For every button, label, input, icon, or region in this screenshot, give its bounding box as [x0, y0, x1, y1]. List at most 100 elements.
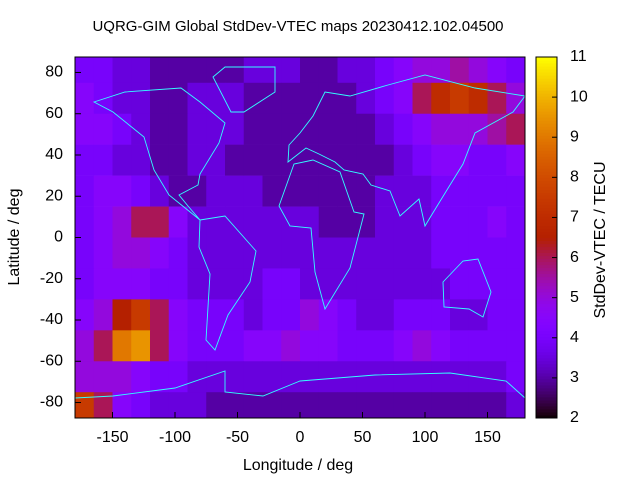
colorbar-step: [536, 174, 557, 178]
heat-cell: [393, 268, 413, 300]
heat-cell: [431, 144, 451, 176]
heat-cell: [375, 361, 395, 393]
heat-cell: [150, 144, 170, 176]
heat-cell: [75, 82, 95, 115]
heat-cell: [225, 392, 245, 419]
heat-cell: [112, 392, 132, 419]
heat-cell: [262, 392, 282, 419]
heat-cell: [487, 82, 507, 115]
heat-cell: [506, 82, 526, 115]
heat-cell: [318, 299, 338, 331]
heat-cell: [487, 268, 507, 300]
colorbar-step: [536, 78, 557, 82]
heat-cell: [131, 268, 151, 300]
heat-cell: [375, 175, 395, 207]
heat-cell: [206, 113, 226, 145]
heat-cell: [168, 144, 188, 176]
heat-cell: [243, 82, 263, 115]
heat-cell: [262, 206, 282, 238]
colorbar-step: [536, 123, 557, 127]
colorbar-step: [536, 117, 557, 121]
colorbar-step: [536, 369, 557, 374]
heat-cell: [187, 175, 207, 207]
heat-cell: [112, 237, 132, 269]
colorbar-tick-label: 7: [570, 209, 579, 226]
colorbar-step: [536, 315, 557, 320]
y-axis-label: Latitude / deg: [6, 189, 23, 286]
heat-cell: [506, 392, 526, 419]
heat-cell: [262, 237, 282, 269]
colorbar-step: [536, 84, 557, 88]
colorbar-step: [536, 222, 557, 226]
heat-cell: [412, 330, 432, 362]
heat-cell: [112, 330, 132, 362]
heat-cell: [150, 57, 170, 84]
colorbar-step: [536, 351, 557, 356]
heat-cell: [225, 57, 245, 84]
heat-cell: [468, 57, 488, 84]
heat-cell: [93, 144, 113, 176]
colorbar-step: [536, 303, 557, 308]
colorbar-step: [536, 405, 557, 410]
colorbar-tick-label: 9: [570, 128, 579, 145]
heat-cell: [112, 113, 132, 145]
heat-cell: [412, 82, 432, 115]
colorbar-step: [536, 267, 557, 272]
heat-cell: [187, 299, 207, 331]
heat-cell: [450, 392, 470, 419]
colorbar-step: [536, 291, 557, 296]
heat-cell: [412, 299, 432, 331]
heat-cell: [150, 392, 170, 419]
heat-cell: [356, 330, 376, 362]
heat-cell: [450, 268, 470, 300]
heat-cell: [281, 330, 301, 362]
colorbar-step: [536, 321, 557, 326]
heat-cell: [375, 268, 395, 300]
heat-cell: [412, 237, 432, 269]
colorbar-step: [536, 366, 557, 371]
heat-cell: [243, 299, 263, 331]
heat-cell: [206, 57, 226, 84]
heat-cell: [168, 392, 188, 419]
heat-cell: [450, 299, 470, 331]
heat-cell: [318, 206, 338, 238]
colorbar-step: [536, 279, 557, 284]
heat-cell: [262, 82, 282, 115]
heat-cell: [187, 82, 207, 115]
heat-cell: [393, 392, 413, 419]
heat-cell: [243, 392, 263, 419]
heat-cell: [506, 175, 526, 207]
heat-cell: [168, 57, 188, 84]
heat-cell: [412, 361, 432, 393]
colorbar-step: [536, 96, 557, 100]
colorbar: [536, 57, 557, 419]
heat-cell: [93, 330, 113, 362]
colorbar-step: [536, 72, 557, 76]
heat-cell: [281, 268, 301, 300]
colorbar-step: [536, 237, 557, 242]
heat-cell: [468, 175, 488, 207]
heat-cell: [337, 299, 357, 331]
colorbar-tick-label: 11: [570, 48, 587, 65]
heat-cell: [431, 206, 451, 238]
heat-cell: [93, 299, 113, 331]
heat-cell: [300, 237, 320, 269]
heat-cell: [393, 330, 413, 362]
heat-cell: [375, 299, 395, 331]
colorbar-step: [536, 390, 557, 395]
heat-cell: [450, 330, 470, 362]
heat-cell: [131, 82, 151, 115]
heat-cell: [356, 361, 376, 393]
heat-cell: [168, 237, 188, 269]
heat-cell: [300, 206, 320, 238]
heat-cell: [318, 144, 338, 176]
coastlines: [75, 66, 525, 399]
heat-cell: [337, 206, 357, 238]
heat-cell: [150, 237, 170, 269]
coastline: [442, 258, 492, 318]
heat-cell: [468, 268, 488, 300]
heat-cell: [206, 361, 226, 393]
heat-cell: [487, 237, 507, 269]
colorbar-step: [536, 258, 557, 263]
